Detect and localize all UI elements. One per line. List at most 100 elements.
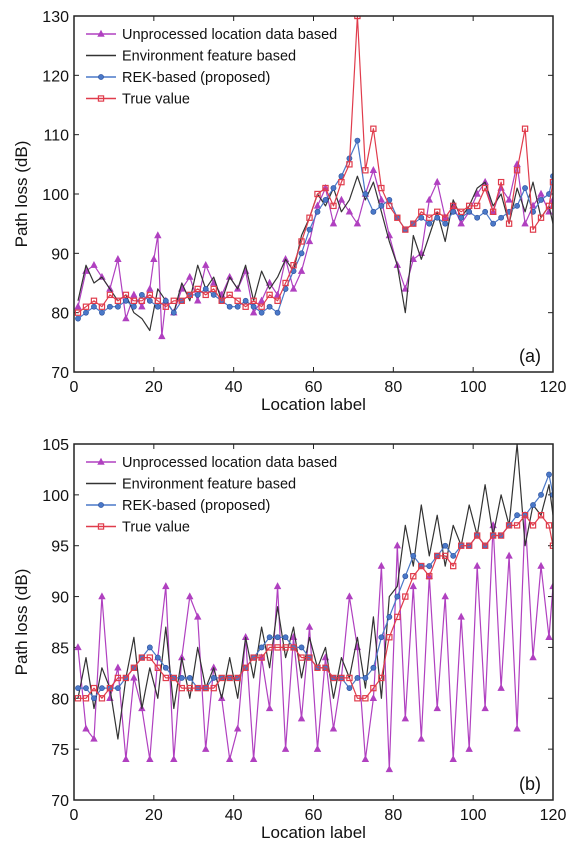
- data-point-rek-based-proposed: [362, 191, 369, 197]
- data-point-rek-based-proposed: [99, 309, 105, 316]
- data-point-rek-based-proposed: [498, 214, 505, 221]
- data-point-unprocessed-location-data-based: [202, 744, 210, 752]
- data-point-rek-based-proposed: [107, 303, 113, 310]
- data-point-unprocessed-location-data-based: [98, 592, 106, 600]
- data-point-unprocessed-location-data-based: [90, 260, 98, 268]
- legend-label-true-value: True value: [122, 520, 190, 536]
- data-point-unprocessed-location-data-based: [162, 582, 170, 590]
- data-point-rek-based-proposed: [450, 208, 457, 215]
- data-point-unprocessed-location-data-based: [329, 219, 338, 227]
- data-point-unprocessed-location-data-based: [305, 622, 314, 630]
- data-point-unprocessed-location-data-based: [289, 284, 298, 292]
- legend-marker-rek-based-proposed: [98, 502, 104, 508]
- data-point-rek-based-proposed: [410, 552, 417, 559]
- data-point-rek-based-proposed: [546, 471, 552, 478]
- data-point-unprocessed-location-data-based: [473, 189, 481, 197]
- data-point-unprocessed-location-data-based: [433, 704, 441, 712]
- x-tick-label: 40: [225, 807, 243, 824]
- data-point-true-value: [90, 297, 98, 305]
- legend-marker-true-value: [97, 523, 105, 530]
- data-point-unprocessed-location-data-based: [281, 744, 290, 752]
- data-point-true-value: [290, 262, 297, 269]
- data-point-true-value: [545, 522, 553, 529]
- x-tick-label: 60: [305, 379, 323, 396]
- data-point-rek-based-proposed: [122, 297, 129, 304]
- data-point-true-value: [122, 291, 130, 299]
- data-point-unprocessed-location-data-based: [90, 734, 98, 742]
- data-point-rek-based-proposed: [394, 593, 401, 600]
- data-point-rek-based-proposed: [466, 208, 473, 215]
- data-point-unprocessed-location-data-based: [549, 582, 553, 590]
- data-point-true-value: [386, 202, 393, 210]
- data-point-rek-based-proposed: [538, 491, 544, 498]
- data-point-unprocessed-location-data-based: [417, 734, 425, 742]
- plot-frame: [73, 443, 554, 801]
- data-point-true-value: [258, 654, 265, 661]
- x-tick-label: 120: [540, 379, 567, 396]
- data-point-true-value: [370, 684, 377, 692]
- legend-marker-rek-based-proposed: [98, 74, 104, 80]
- data-point-true-value: [74, 695, 82, 702]
- data-point-unprocessed-location-data-based: [513, 724, 521, 732]
- data-point-true-value: [186, 684, 193, 692]
- data-point-unprocessed-location-data-based: [409, 582, 417, 590]
- data-point-unprocessed-location-data-based: [146, 284, 154, 292]
- data-point-unprocessed-location-data-based: [377, 561, 386, 569]
- legend-label-unprocessed-location-data-based: Unprocessed location data based: [122, 27, 337, 43]
- legend-label-rek-based-proposed: REK-based (proposed): [122, 70, 270, 86]
- data-point-true-value: [114, 297, 122, 305]
- legend: Unprocessed location data based Environme…: [86, 455, 337, 536]
- data-point-true-value: [473, 532, 481, 539]
- data-point-rek-based-proposed: [354, 675, 361, 681]
- data-point-true-value: [314, 190, 321, 198]
- y-axis-label: Path loss (dB): [12, 141, 31, 248]
- data-point-true-value: [82, 303, 90, 310]
- data-point-rek-based-proposed: [282, 634, 289, 641]
- data-point-rek-based-proposed: [330, 185, 337, 191]
- data-point-true-value: [146, 654, 154, 661]
- y-tick-label: 70: [51, 793, 69, 810]
- data-point-unprocessed-location-data-based: [369, 694, 378, 701]
- data-point-true-value: [170, 297, 177, 305]
- data-point-unprocessed-location-data-based: [313, 201, 322, 209]
- data-point-true-value: [210, 684, 217, 692]
- data-point-rek-based-proposed: [146, 297, 153, 304]
- data-point-unprocessed-location-data-based: [337, 195, 346, 203]
- data-point-true-value: [194, 684, 201, 692]
- data-point-true-value: [202, 291, 209, 299]
- data-point-true-value: [282, 644, 289, 651]
- data-point-true-value: [242, 303, 249, 310]
- data-point-rek-based-proposed: [442, 542, 449, 549]
- data-point-unprocessed-location-data-based: [130, 290, 138, 298]
- data-point-rek-based-proposed: [346, 685, 353, 692]
- data-point-true-value: [537, 214, 545, 221]
- data-point-true-value: [266, 644, 273, 651]
- x-axis-label: Location label: [261, 395, 366, 414]
- data-point-rek-based-proposed: [450, 552, 457, 559]
- data-point-true-value: [106, 684, 114, 692]
- data-point-unprocessed-location-data-based: [281, 255, 290, 262]
- data-point-true-value: [218, 674, 225, 682]
- data-point-true-value: [450, 562, 457, 570]
- series-unprocessed-location-data-based: [74, 510, 553, 773]
- data-point-true-value: [154, 297, 162, 305]
- data-point-rek-based-proposed: [186, 675, 193, 681]
- data-point-rek-based-proposed: [442, 220, 449, 227]
- data-point-unprocessed-location-data-based: [297, 266, 306, 274]
- data-point-rek-based-proposed: [91, 695, 97, 702]
- data-point-rek-based-proposed: [426, 220, 433, 227]
- data-point-rek-based-proposed: [362, 675, 369, 681]
- data-point-unprocessed-location-data-based: [521, 219, 529, 227]
- chart-panel-a: 0 20 40 60 80 100 120 70 80 90 100 110 120 130 Unproce…: [12, 9, 566, 414]
- data-point-rek-based-proposed: [402, 573, 409, 580]
- data-point-rek-based-proposed: [514, 202, 520, 209]
- data-point-unprocessed-location-data-based: [202, 260, 210, 268]
- data-point-true-value: [481, 184, 489, 192]
- data-point-unprocessed-location-data-based: [545, 633, 553, 640]
- data-point-unprocessed-location-data-based: [114, 663, 122, 671]
- data-point-rek-based-proposed: [258, 309, 265, 316]
- data-point-true-value: [418, 562, 425, 570]
- data-point-true-value: [138, 654, 146, 661]
- data-point-unprocessed-location-data-based: [74, 643, 82, 651]
- legend-marker-true-value: [97, 95, 105, 102]
